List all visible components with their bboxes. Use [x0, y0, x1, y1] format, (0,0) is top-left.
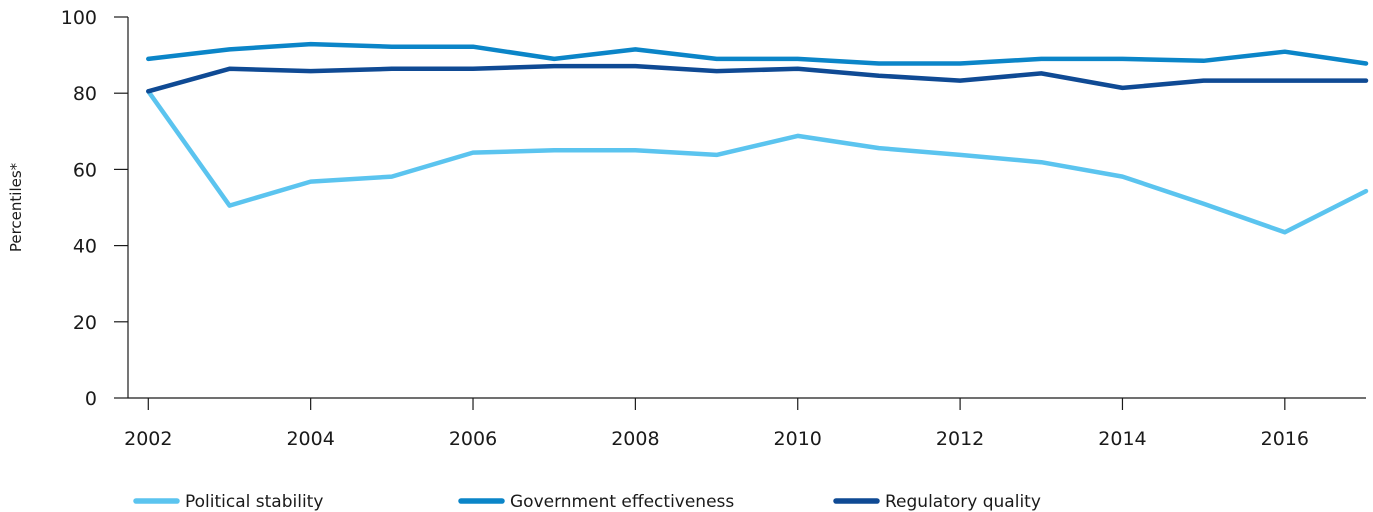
series-line-regulatory-quality: [146, 63, 1369, 94]
y-tick-label: 100: [61, 7, 97, 29]
y-tick-label: 20: [73, 312, 97, 334]
y-axis-label: Percentiles*: [7, 162, 25, 252]
legend-item-government-effectiveness: Government effectiveness: [458, 492, 734, 512]
legend-label: Political stability: [185, 492, 323, 512]
x-tick-label: 2004: [286, 428, 334, 450]
series-line-government-effectiveness: [146, 41, 1369, 66]
x-tick-label: 2014: [1098, 428, 1146, 450]
legend-label: Regulatory quality: [885, 492, 1041, 512]
x-tick-label: 2008: [611, 428, 659, 450]
y-tick-label: 40: [73, 236, 97, 258]
x-tick-label: 2002: [124, 428, 172, 450]
series-lines: [146, 41, 1369, 235]
legend: Political stability Government effectiven…: [133, 492, 1041, 512]
x-tick-label: 2012: [936, 428, 984, 450]
y-tick-label: 80: [73, 83, 97, 105]
legend-item-regulatory-quality: Regulatory quality: [833, 492, 1041, 512]
y-tick-label: 0: [85, 388, 97, 410]
x-tick-label: 2010: [774, 428, 822, 450]
x-tick-label: 2006: [449, 428, 497, 450]
x-axis: 2002 2004 2006 2008 2010 2012 2014 2016: [124, 397, 1366, 450]
legend-label: Government effectiveness: [510, 492, 734, 512]
x-tick-label: 2016: [1261, 428, 1309, 450]
series-line-political-stability: [146, 89, 1369, 235]
legend-item-political-stability: Political stability: [133, 492, 323, 512]
y-tick-label: 60: [73, 159, 97, 181]
y-axis: 0 20 40 60 80 100: [61, 7, 129, 410]
